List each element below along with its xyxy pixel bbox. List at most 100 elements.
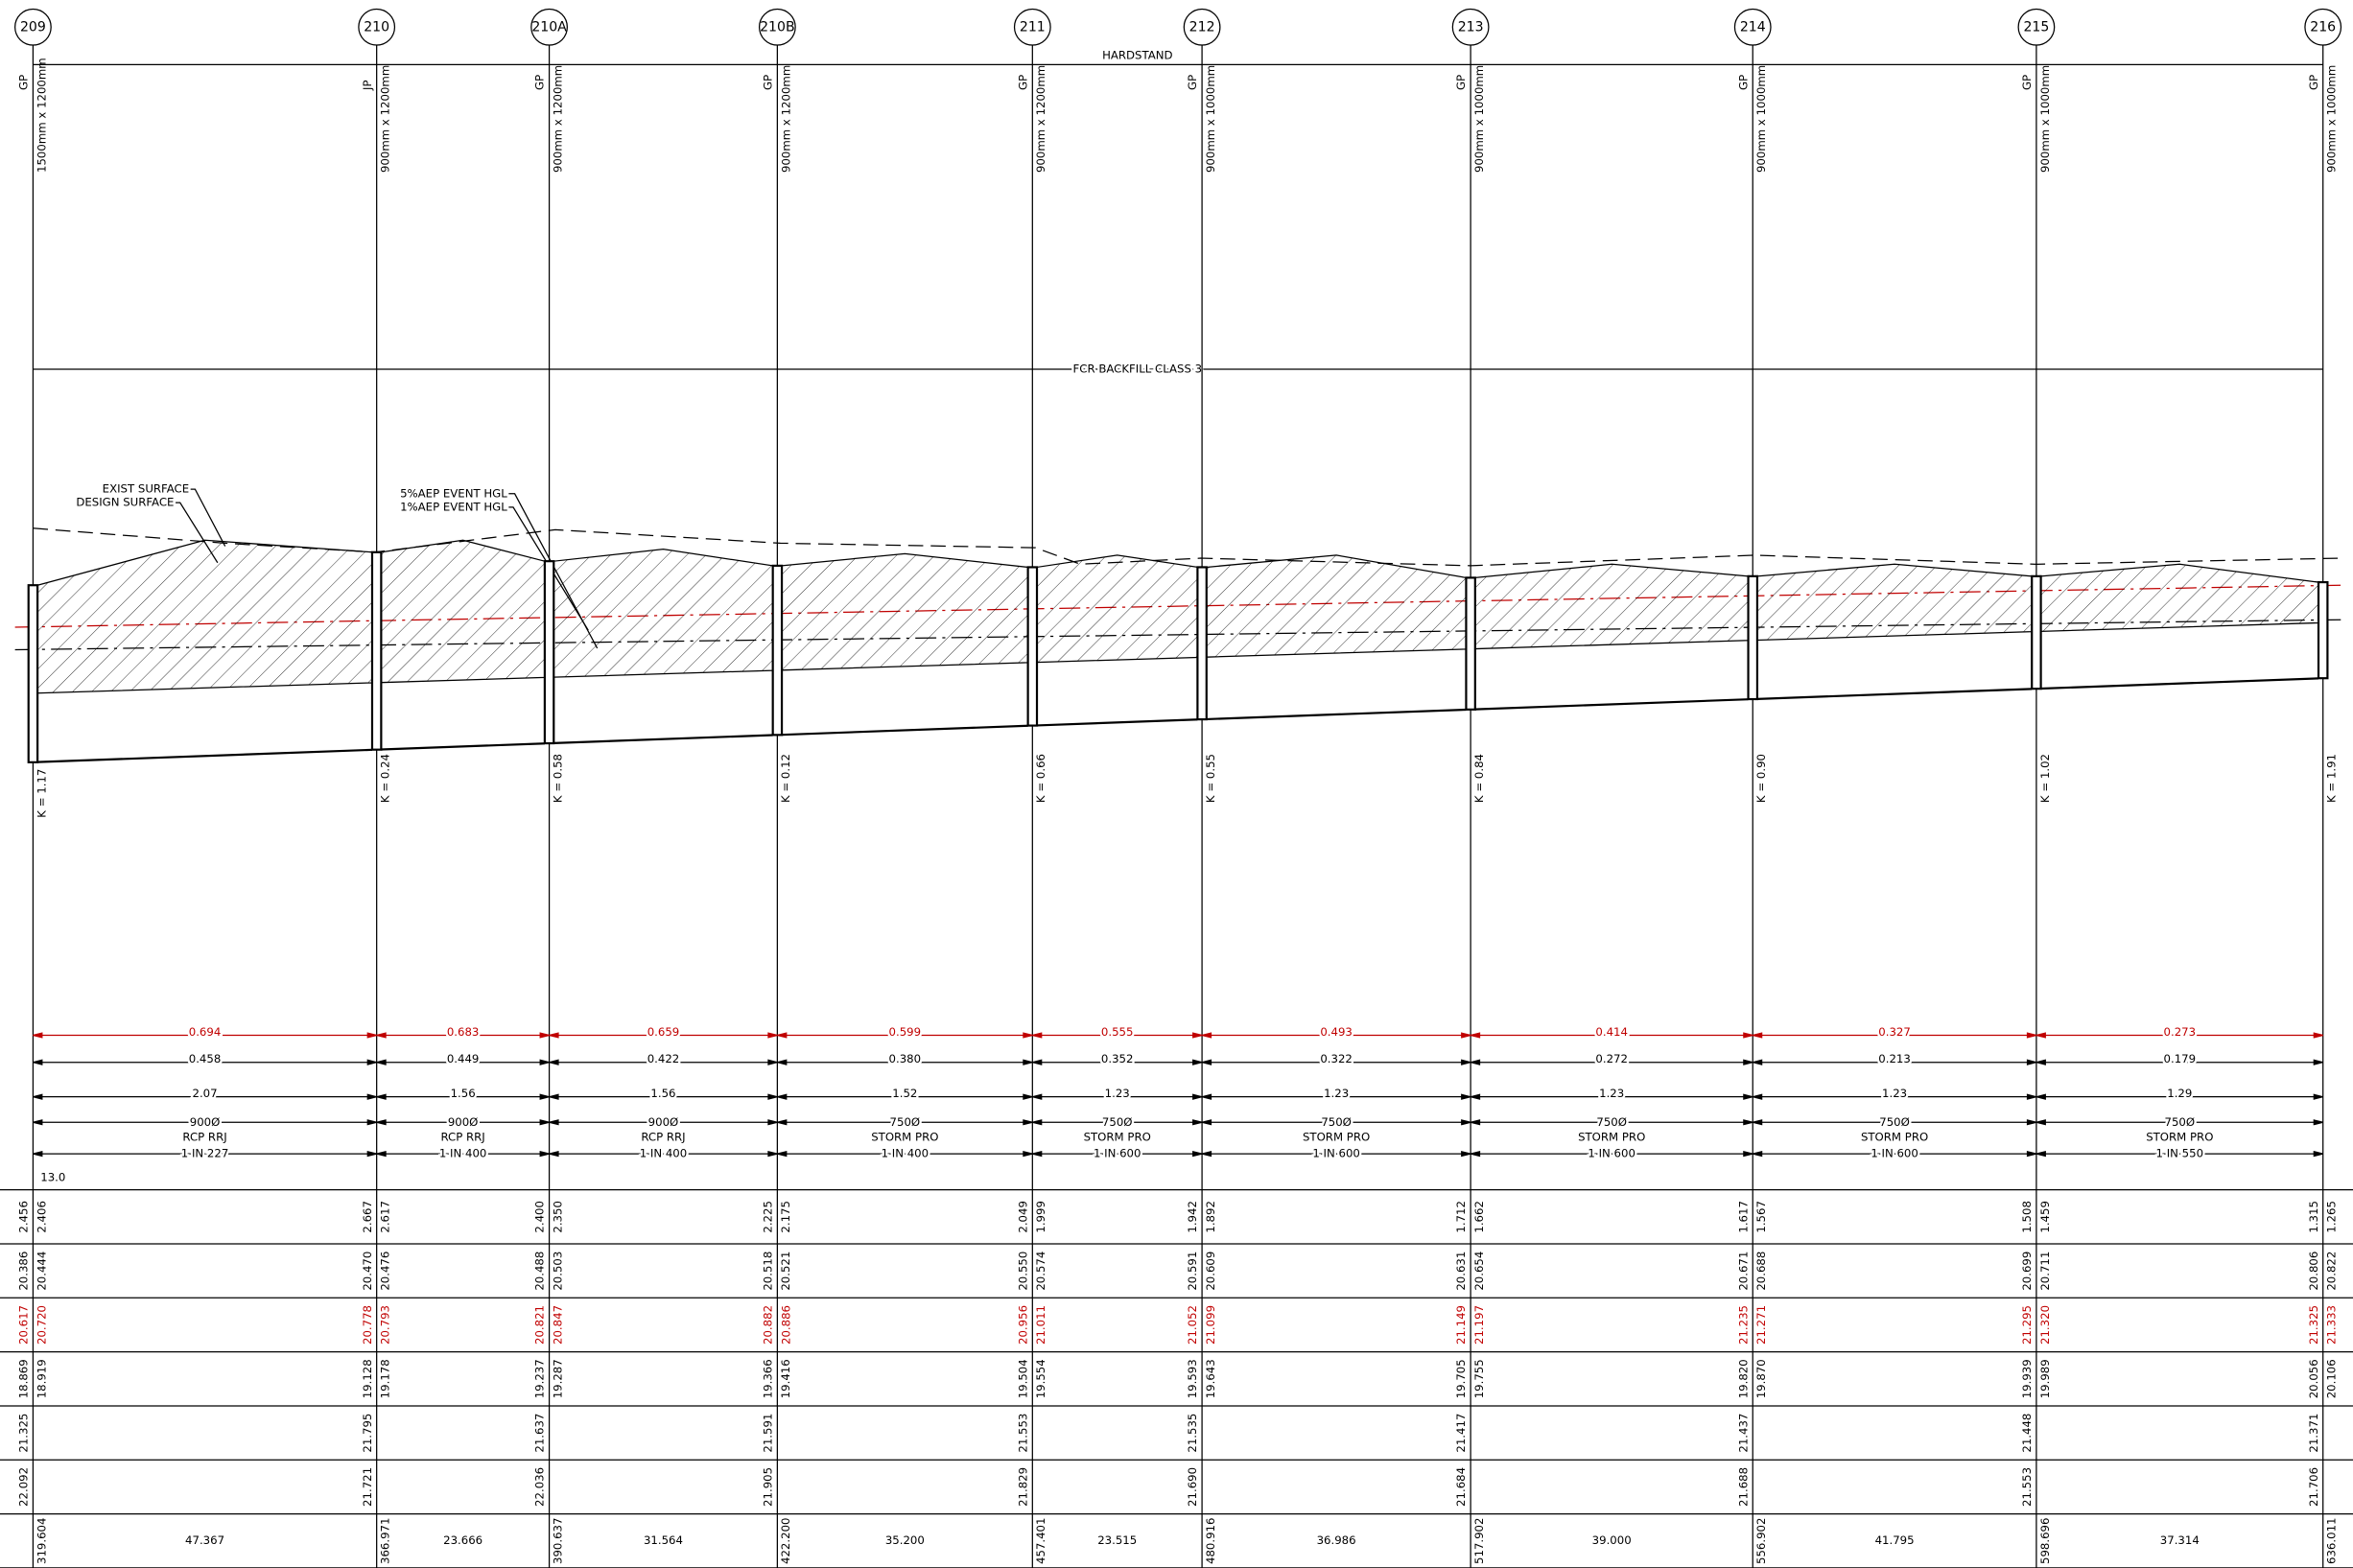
- pit-type: GP: [2307, 75, 2320, 90]
- arrow: [1192, 1093, 1203, 1100]
- table-value: 19.755: [1472, 1359, 1486, 1398]
- arrow: [1743, 1032, 1753, 1039]
- table-value: 21.099: [1204, 1305, 1217, 1345]
- table-value: 21.448: [2020, 1414, 2034, 1453]
- pipe-spec: 750Ø: [1321, 1115, 1352, 1129]
- segment-length: 41.795: [1875, 1533, 1915, 1547]
- k-value: K = 0.66: [1034, 754, 1047, 803]
- arrow: [33, 1059, 43, 1065]
- dimension-value: 0.422: [647, 1052, 680, 1065]
- table-value: 19.939: [2020, 1359, 2034, 1398]
- table-value: 20.956: [1016, 1305, 1029, 1345]
- arrow: [549, 1150, 559, 1158]
- table-value: 20.886: [779, 1305, 792, 1345]
- arrow: [1192, 1119, 1203, 1126]
- table-value: 20.631: [1454, 1252, 1468, 1291]
- table-value: 19.989: [2038, 1359, 2052, 1398]
- table-value: 517.902: [1472, 1518, 1486, 1564]
- arrow: [1192, 1032, 1203, 1039]
- segment-length: 35.200: [885, 1533, 925, 1547]
- pipe-spec: STORM PRO: [1861, 1130, 1928, 1143]
- pit-type: JP: [361, 80, 374, 91]
- pipe-spec: RCP RRJ: [440, 1130, 484, 1143]
- arrow: [376, 1150, 387, 1158]
- arrow: [1023, 1119, 1033, 1126]
- arrow: [767, 1059, 778, 1065]
- arrow: [2313, 1032, 2323, 1039]
- table-value: 2.406: [35, 1201, 48, 1233]
- arrow: [549, 1119, 559, 1126]
- pit-type: GP: [761, 75, 774, 90]
- dimension-value: 0.322: [1320, 1052, 1353, 1065]
- table-value: 2.175: [779, 1201, 792, 1233]
- dimension-value: 0.272: [1595, 1052, 1628, 1065]
- arrow: [376, 1119, 387, 1126]
- arrow: [1743, 1059, 1753, 1065]
- arrow: [2035, 1093, 2046, 1100]
- arrow: [1470, 1093, 1481, 1100]
- arrow: [2035, 1119, 2046, 1126]
- pit-structure: [1465, 576, 1476, 711]
- table-value: 19.416: [779, 1359, 792, 1398]
- pipe-spec: 1 IN 600: [1588, 1147, 1635, 1160]
- arrow: [2313, 1119, 2323, 1126]
- arrow: [1023, 1093, 1033, 1100]
- table-value: 21.795: [361, 1414, 374, 1453]
- table-value: 19.178: [379, 1359, 392, 1398]
- table-value: 21.325: [2307, 1305, 2320, 1345]
- table-value: 1.265: [2325, 1201, 2339, 1233]
- arrow: [366, 1032, 377, 1039]
- dimension-value: 1.29: [2167, 1087, 2192, 1100]
- table-value: 20.654: [1472, 1252, 1486, 1291]
- segment-length: 36.986: [1317, 1533, 1356, 1547]
- pit-size: 900mm x 1000mm: [1754, 65, 1768, 173]
- dimension-value: 0.659: [647, 1025, 680, 1039]
- arrow: [1032, 1119, 1043, 1126]
- table-value: 21.637: [533, 1414, 547, 1453]
- arrow: [366, 1059, 377, 1065]
- table-value: 20.671: [1736, 1252, 1750, 1291]
- pit-id: 215: [2023, 19, 2049, 35]
- pipe-spec: 900Ø: [190, 1115, 221, 1129]
- hgl5-label: 5%AEP EVENT HGL: [400, 486, 507, 500]
- segment-length: 37.314: [2160, 1533, 2200, 1547]
- hardstand-label: HARDSTAND: [1102, 48, 1173, 61]
- arrow: [1032, 1093, 1043, 1100]
- pipe-spec: RCP RRJ: [182, 1130, 226, 1143]
- table-value: 21.706: [2307, 1467, 2320, 1507]
- arrow: [2313, 1150, 2323, 1158]
- dimension-value: 1.23: [1882, 1087, 1907, 1100]
- pipe-invert: [1036, 718, 1198, 727]
- arrow: [1192, 1059, 1203, 1065]
- arrow: [539, 1093, 550, 1100]
- dimension-value: 0.555: [1101, 1025, 1134, 1039]
- table-value: 1.942: [1186, 1201, 1199, 1233]
- table-value: 21.905: [761, 1467, 774, 1507]
- pit-type: GP: [1186, 75, 1199, 90]
- table-value: 19.643: [1204, 1359, 1217, 1398]
- pit-structure: [2317, 580, 2329, 680]
- pit-structure: [2031, 574, 2042, 690]
- segment-length: 31.564: [644, 1533, 683, 1547]
- pit-bubble: [2304, 8, 2342, 46]
- table-value: 1.315: [2307, 1201, 2320, 1233]
- pit-size: 900mm x 1200mm: [779, 65, 792, 173]
- k-value: K = 1.91: [2325, 754, 2339, 803]
- dimension-value: 0.213: [1878, 1052, 1911, 1065]
- table-value: 20.518: [761, 1252, 774, 1291]
- table-value: 20.470: [361, 1252, 374, 1291]
- table-value: 1.662: [1472, 1201, 1486, 1233]
- arrow: [33, 1093, 43, 1100]
- table-value: 1.567: [1754, 1201, 1768, 1233]
- pit-size: 900mm x 1000mm: [2325, 65, 2339, 173]
- table-value: 2.049: [1016, 1201, 1029, 1233]
- backfill-zone: [1206, 554, 1468, 658]
- arrow: [1743, 1150, 1753, 1158]
- table-value: 480.916: [1204, 1518, 1217, 1564]
- table-value: 19.504: [1016, 1359, 1029, 1398]
- arrow: [2313, 1093, 2323, 1100]
- table-value: 2.617: [379, 1201, 392, 1233]
- table-value: 19.366: [761, 1359, 774, 1398]
- table-value: 21.371: [2307, 1414, 2320, 1453]
